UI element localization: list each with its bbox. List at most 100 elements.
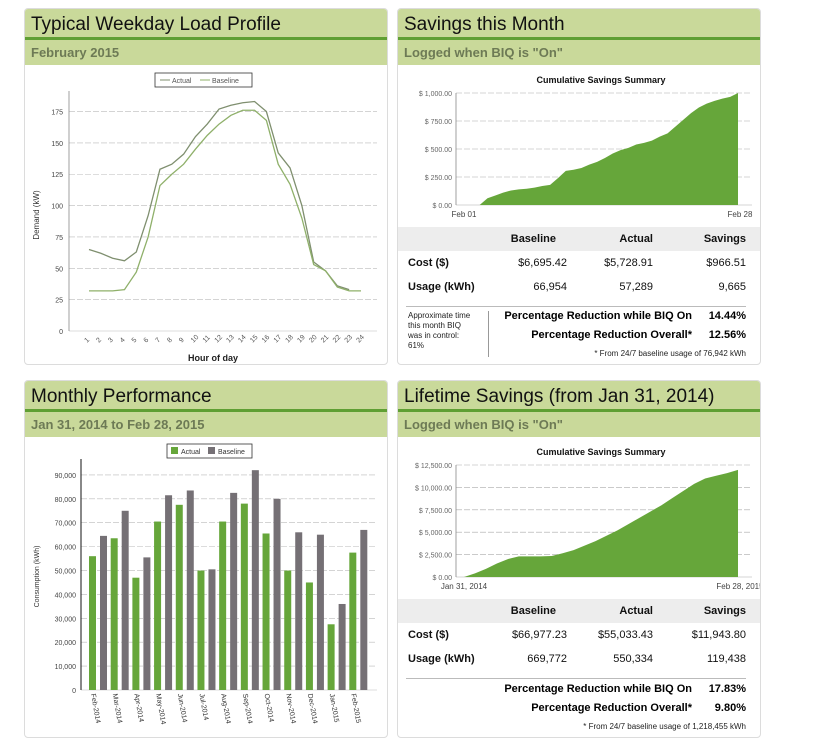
x-tick-label: 6: [143, 337, 151, 345]
x-tick-label: Sep-2014: [241, 693, 253, 724]
panel-subtitle: Logged when BIQ is "On": [398, 40, 760, 65]
y-tick-label: 25: [55, 298, 63, 305]
y-tick-label: 0: [72, 688, 76, 695]
col-savings: Savings: [703, 233, 746, 245]
footnote: * From 24/7 baseline usage of 1,218,455 …: [583, 722, 746, 731]
col-baseline: Baseline: [510, 233, 556, 245]
bar-actual: [327, 624, 335, 690]
legend-swatch-actual: [171, 447, 178, 454]
pct-on-value: 14.44%: [708, 310, 746, 322]
panel-title: Savings this Month: [404, 14, 565, 35]
bar-baseline: [100, 535, 107, 690]
x-tick-label: 7: [154, 337, 162, 345]
footnote: * From 24/7 baseline usage of 76,942 kWh: [594, 349, 746, 358]
y-axis-title: Demand (kW): [32, 190, 41, 240]
y-tick-label: $ 0.00: [433, 203, 453, 210]
bar-baseline: [230, 492, 238, 690]
y-tick-label: 80,000: [55, 497, 77, 504]
row-label: Cost ($): [408, 257, 449, 269]
cost-actual: $5,728.91: [604, 257, 653, 269]
y-tick-label: $ 2,500.00: [419, 553, 452, 560]
bar-baseline: [208, 569, 216, 690]
usage-actual: 57,289: [619, 281, 653, 293]
legend-label-actual: Actual: [181, 449, 201, 456]
cost-baseline: $66,977.23: [511, 629, 567, 641]
x-tick-label: Oct-2014: [263, 693, 275, 723]
x-tick-label: 11: [202, 334, 212, 344]
usage-baseline: 66,954: [533, 281, 567, 293]
x-tick-label: 3: [107, 337, 115, 345]
control-note-line: Approximate time: [408, 311, 471, 320]
usage-savings: 119,438: [707, 653, 746, 665]
month-savings-panel: Savings this Month Logged when BIQ is "O…: [397, 8, 761, 365]
x-tick-label: 12: [214, 334, 225, 345]
x-tick-label: 10: [190, 334, 201, 345]
x-tick-label: Feb-2014: [89, 693, 101, 724]
cost-baseline: $6,695.42: [518, 257, 567, 269]
y-tick-label: 30,000: [55, 616, 77, 623]
y-tick-label: 90,000: [55, 473, 77, 480]
month-savings-chart: Cumulative Savings Summary $ 0.00 $ 250.00…: [419, 75, 753, 219]
y-tick-label: $ 10,000.00: [415, 485, 452, 492]
x-tick-label: 9: [178, 337, 186, 345]
y-tick-label: $ 750.00: [425, 119, 452, 126]
x-tick-label: Nov-2014: [284, 693, 296, 724]
pct-on-label: Percentage Reduction while BIQ On: [504, 683, 692, 695]
vertical-divider: [488, 311, 489, 357]
load-profile-header: Typical Weekday Load Profile: [25, 9, 387, 40]
y-tick-label: 10,000: [55, 664, 77, 671]
bar-actual: [110, 538, 118, 690]
x-tick-label: Jan-2015: [328, 693, 340, 723]
savings-area: [464, 93, 738, 205]
table-header: Baseline Actual Savings: [398, 227, 760, 251]
usage-baseline: 669,772: [527, 653, 567, 665]
x-tick-label: 21: [320, 334, 331, 345]
x-tick-label: Aug-2014: [219, 693, 231, 724]
load-profile-chart: Actual Baseline0255075100125150175Demand …: [32, 72, 377, 363]
legend-label-baseline: Baseline: [218, 449, 245, 456]
y-tick-label: $ 500.00: [425, 147, 452, 154]
y-tick-label: $ 12,500.00: [415, 463, 452, 470]
lifetime-savings-header: Lifetime Savings (from Jan 31, 2014): [398, 381, 760, 412]
bar-baseline: [295, 532, 303, 690]
x-tick-label: 13: [225, 334, 236, 345]
y-tick-label: 75: [55, 235, 63, 242]
panel-subtitle: Logged when BIQ is "On": [398, 412, 760, 437]
table-row: Cost ($) $6,695.42 $5,728.91 $966.51: [398, 251, 760, 275]
y-tick-label: 0: [59, 329, 63, 336]
x-tick-label: Apr-2014: [132, 693, 144, 723]
x-tick-label: 15: [249, 334, 260, 345]
y-tick-label: 150: [51, 141, 63, 148]
bar-baseline: [165, 495, 173, 690]
table-header: Baseline Actual Savings: [398, 599, 760, 623]
bar-actual: [262, 533, 270, 690]
x-tick-label: 20: [308, 334, 319, 345]
bar-actual: [349, 552, 357, 690]
table-row: Usage (kWh) 66,954 57,289 9,665: [398, 275, 760, 299]
month-savings-table: Baseline Actual Savings Cost ($) $6,695.…: [398, 227, 760, 299]
bar-baseline: [360, 529, 368, 690]
y-tick-label: $ 1,000.00: [419, 91, 452, 98]
col-savings: Savings: [703, 605, 746, 617]
bar-baseline: [273, 498, 281, 690]
x-tick-label: Dec-2014: [306, 693, 318, 724]
col-baseline: Baseline: [510, 605, 556, 617]
pct-overall-value: 9.80%: [714, 702, 746, 714]
lifetime-savings-chart: Cumulative Savings Summary $ 0.00 $ 2,500.…: [415, 447, 760, 591]
panel-subtitle: February 2015: [25, 40, 387, 65]
bar-baseline: [143, 557, 151, 690]
x-tick-label: Mar-2014: [111, 693, 123, 724]
bar-baseline: [251, 470, 259, 690]
monthly-performance-header: Monthly Performance: [25, 381, 387, 412]
bar-actual: [219, 521, 227, 690]
cost-actual: $55,033.43: [597, 629, 653, 641]
y-tick-label: 175: [51, 110, 63, 117]
col-actual: Actual: [619, 605, 653, 617]
row-label: Usage (kWh): [408, 653, 475, 665]
y-tick-label: 40,000: [55, 592, 77, 599]
x-axis-title: Hour of day: [188, 353, 238, 363]
pct-overall-value: 12.56%: [708, 329, 746, 341]
x-tick-label: 17: [273, 334, 284, 345]
savings-area: [464, 469, 738, 577]
monthly-performance-chart: Actual Baseline 0 10,000 20,000 30,000 40,000 5…: [34, 443, 377, 725]
